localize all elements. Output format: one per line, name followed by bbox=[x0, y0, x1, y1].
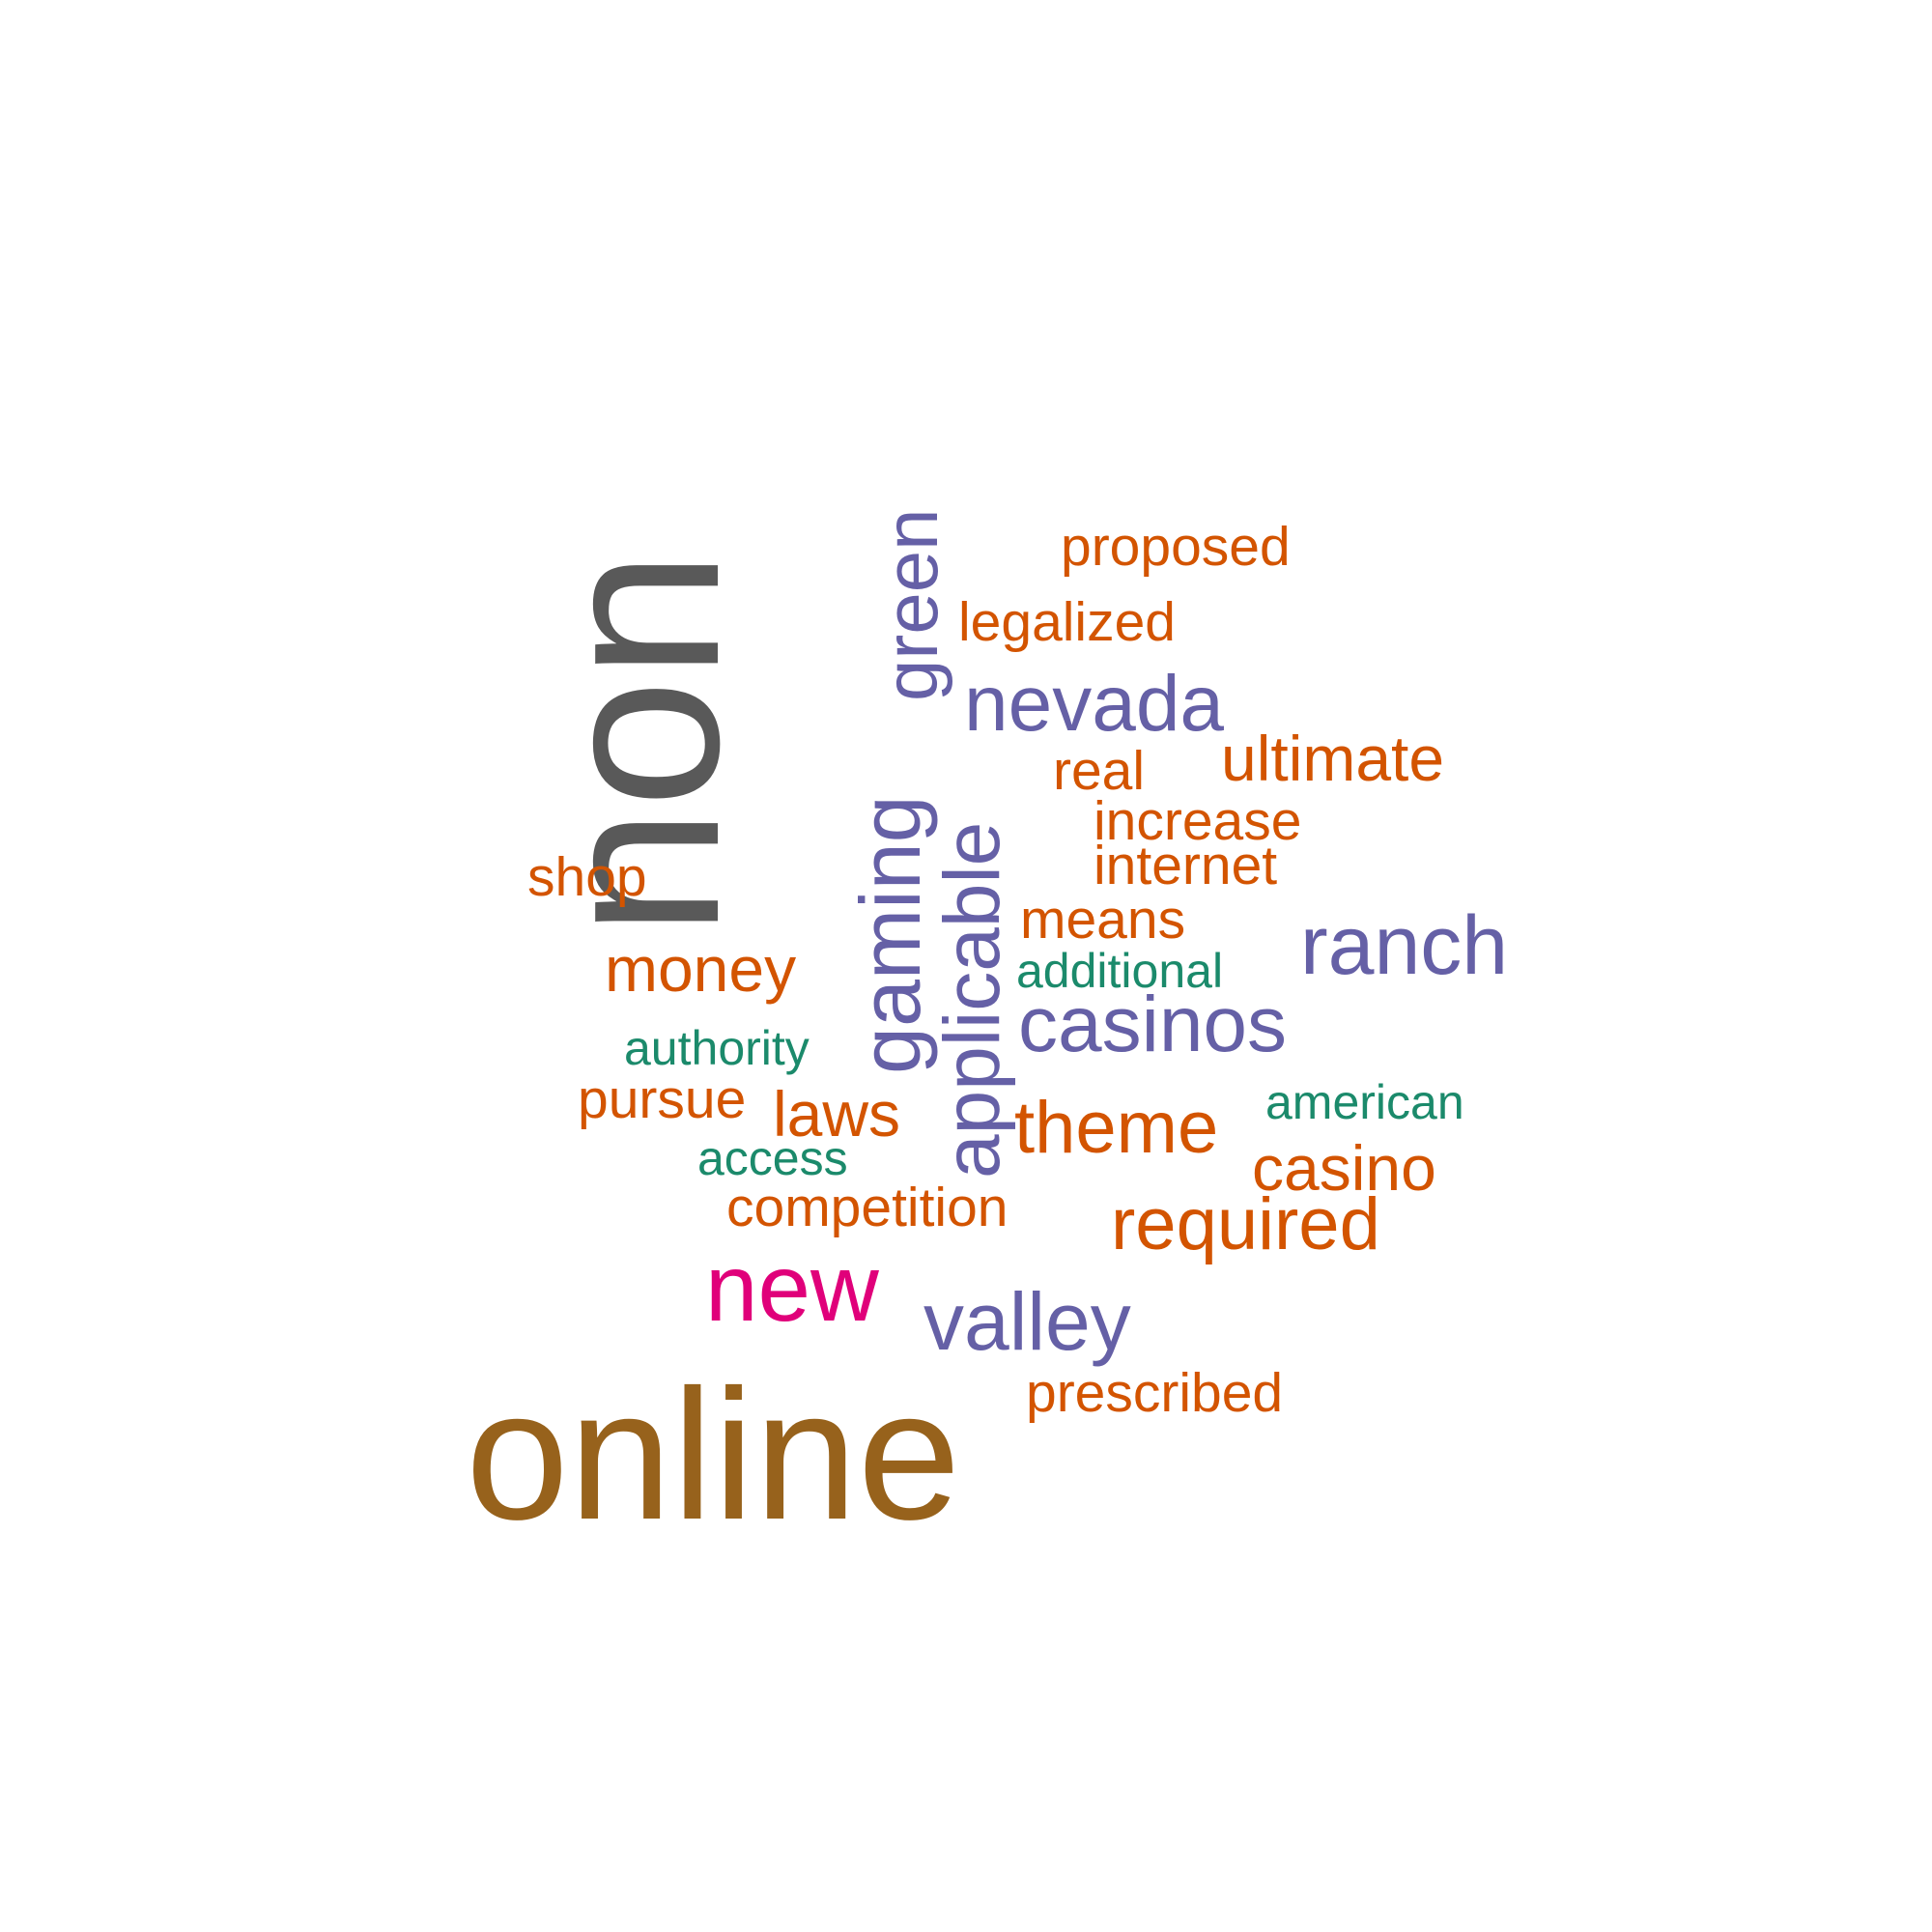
word-additional: additional bbox=[1016, 944, 1224, 998]
word-increase: increase bbox=[1094, 790, 1302, 852]
word-applicable: applicable bbox=[928, 821, 1016, 1179]
word-nevada: nevada bbox=[964, 660, 1225, 748]
word-money: money bbox=[605, 933, 797, 1005]
word-laws: laws bbox=[773, 1078, 901, 1150]
word-theme: theme bbox=[1014, 1087, 1219, 1169]
word-required: required bbox=[1111, 1183, 1380, 1265]
word-american: american bbox=[1265, 1075, 1464, 1129]
word-ranch: ranch bbox=[1300, 899, 1509, 992]
word-online: online bbox=[466, 1350, 961, 1558]
word-access: access bbox=[697, 1131, 848, 1185]
word-shop: shop bbox=[527, 846, 647, 908]
word-competition: competition bbox=[726, 1177, 1009, 1238]
word-casino: casino bbox=[1252, 1132, 1436, 1204]
word-green: green bbox=[868, 508, 953, 702]
word-casinos: casinos bbox=[1018, 980, 1288, 1068]
word-ultimate: ultimate bbox=[1221, 723, 1445, 794]
word-valley: valley bbox=[923, 1276, 1131, 1367]
word-authority: authority bbox=[624, 1021, 810, 1075]
word-prescribed: prescribed bbox=[1026, 1362, 1284, 1424]
word-gaming: gaming bbox=[842, 795, 938, 1074]
word-means: means bbox=[1020, 889, 1186, 951]
word-real: real bbox=[1053, 740, 1146, 802]
word-proposed: proposed bbox=[1061, 516, 1291, 578]
word-new: new bbox=[705, 1235, 879, 1341]
word-internet: internet bbox=[1094, 835, 1278, 896]
word-legalized: legalized bbox=[958, 591, 1176, 653]
word-pursue: pursue bbox=[578, 1068, 747, 1130]
